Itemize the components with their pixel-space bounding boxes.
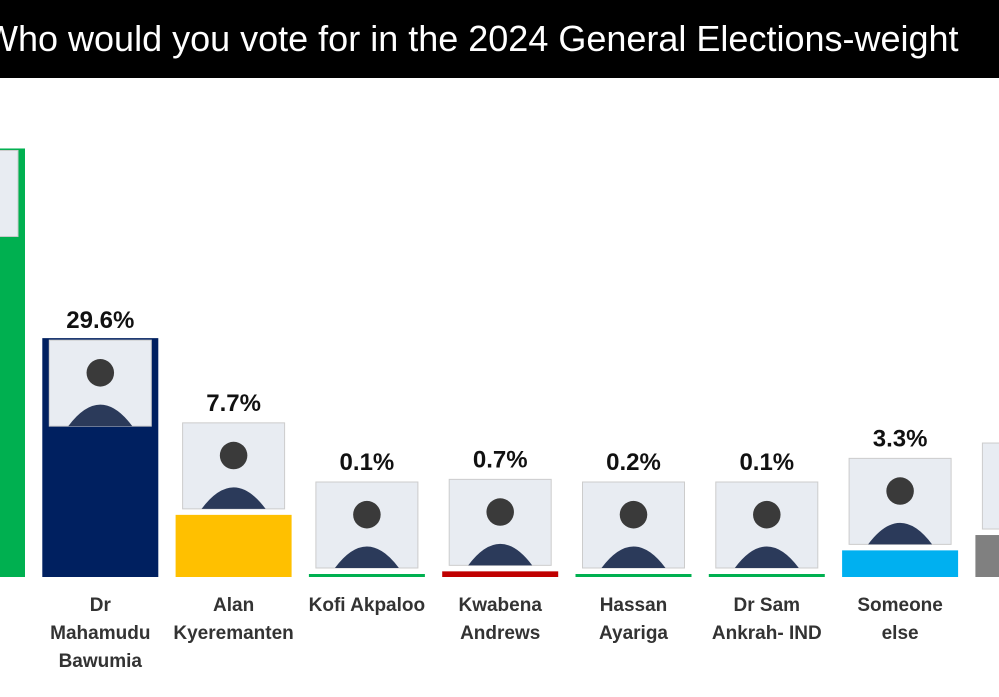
photo-body bbox=[468, 543, 533, 566]
photo-body bbox=[601, 546, 666, 568]
x-tick-label: Alan Kyeremanten bbox=[173, 595, 294, 644]
bar bbox=[842, 550, 959, 577]
photo bbox=[0, 149, 19, 237]
photo-body bbox=[734, 546, 799, 568]
value-label: 0.1% bbox=[739, 449, 794, 476]
x-tick-label: Someone else bbox=[857, 595, 943, 644]
value-label: 29.6% bbox=[66, 307, 134, 334]
photo-head bbox=[753, 500, 781, 529]
photo-body bbox=[334, 546, 399, 568]
photo-body bbox=[868, 522, 933, 545]
x-tick-label: Kofi Akpaloo bbox=[308, 595, 426, 616]
x-tick-label: Dr Mahamudu Bawumia bbox=[50, 595, 151, 672]
title-bar: Who would you vote for in the 2024 Gener… bbox=[0, 0, 999, 78]
x-tick-label: Hassan Ayariga bbox=[599, 595, 668, 644]
x-tick-label: Un bbox=[971, 592, 999, 620]
value-label: 3.3% bbox=[873, 425, 928, 452]
value-label: 0.7% bbox=[473, 446, 528, 473]
value-label: 0.2% bbox=[606, 449, 661, 476]
photo-head bbox=[219, 441, 248, 470]
bar bbox=[442, 571, 559, 577]
bar bbox=[175, 514, 292, 577]
bar bbox=[708, 574, 825, 577]
bar bbox=[575, 574, 692, 577]
photo bbox=[981, 442, 999, 530]
bar bbox=[308, 574, 425, 577]
photo-head bbox=[619, 500, 648, 529]
photo-head bbox=[353, 500, 381, 529]
chart-title: Who would you vote for in the 2024 Gener… bbox=[0, 18, 959, 59]
photo-head bbox=[486, 498, 514, 526]
photo-body bbox=[201, 487, 266, 509]
photo-head bbox=[86, 359, 115, 387]
bar bbox=[975, 535, 999, 577]
value-label: 0.1% bbox=[340, 449, 395, 476]
x-tick-label: a bbox=[0, 592, 29, 620]
photo-head bbox=[886, 477, 914, 505]
value-label: 7.7% bbox=[206, 390, 261, 417]
x-tick-label: Dr Sam Ankrah- IND bbox=[711, 595, 822, 644]
x-tick-label: Kwabena Andrews bbox=[458, 595, 542, 644]
photo-body bbox=[68, 404, 133, 427]
